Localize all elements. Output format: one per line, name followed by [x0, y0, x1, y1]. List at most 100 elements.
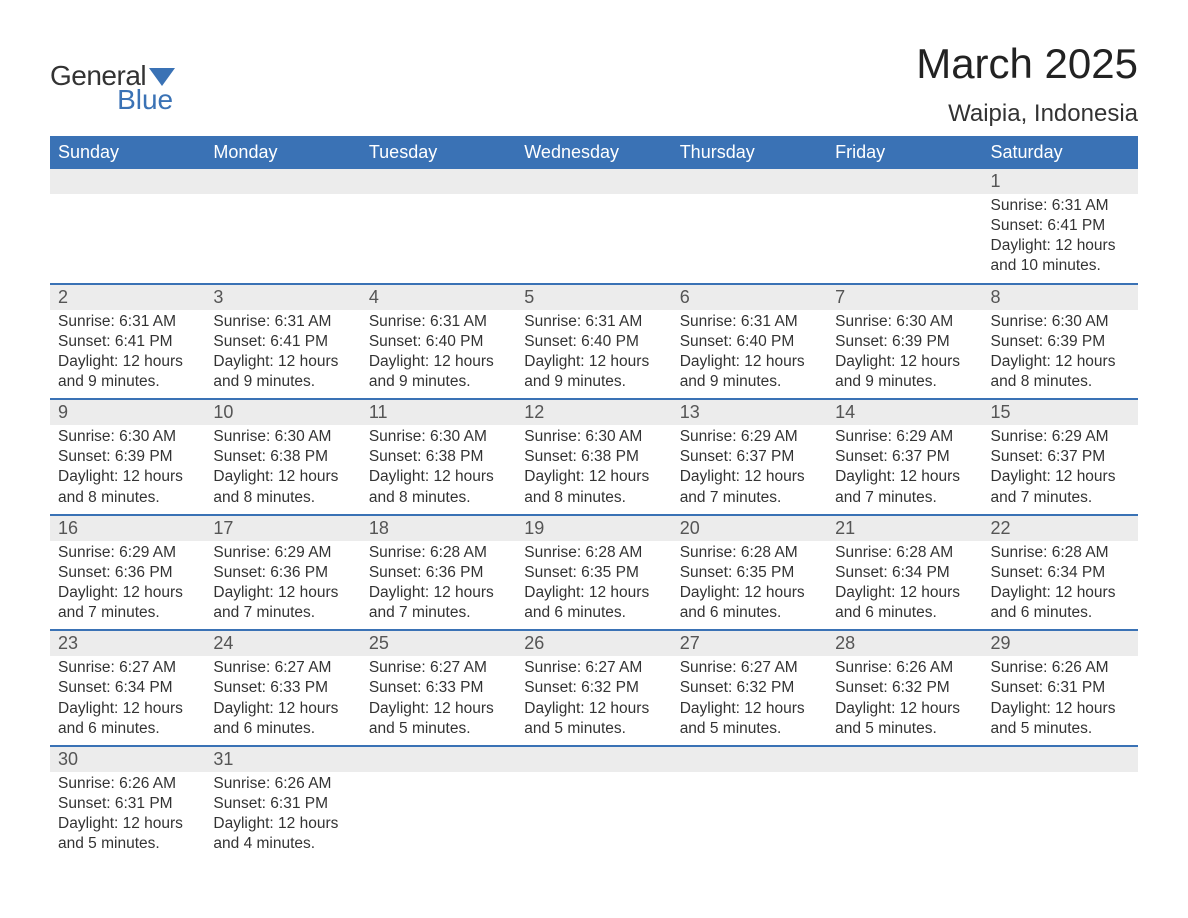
- day-sunset: Sunset: 6:33 PM: [369, 678, 508, 698]
- day-sunset: Sunset: 6:32 PM: [680, 678, 819, 698]
- day-day2: and 5 minutes.: [835, 719, 974, 739]
- day-detail-cell: [361, 772, 516, 861]
- day-number: 26: [516, 631, 671, 656]
- day-day2: and 7 minutes.: [991, 488, 1130, 508]
- day-day1: Daylight: 12 hours: [524, 583, 663, 603]
- day-sunrise: Sunrise: 6:27 AM: [58, 658, 197, 678]
- day-detail-cell: [361, 194, 516, 284]
- day-number: 4: [361, 285, 516, 310]
- day-day2: and 5 minutes.: [680, 719, 819, 739]
- day-day1: Daylight: 12 hours: [58, 352, 197, 372]
- day-day2: and 9 minutes.: [369, 372, 508, 392]
- day-sunrise: Sunrise: 6:31 AM: [213, 312, 352, 332]
- day-day2: and 5 minutes.: [369, 719, 508, 739]
- day-number-cell: 9: [50, 399, 205, 425]
- day-day1: Daylight: 12 hours: [58, 814, 197, 834]
- day-sunrise: Sunrise: 6:28 AM: [680, 543, 819, 563]
- weekday-header: Thursday: [672, 136, 827, 169]
- day-number-cell: 13: [672, 399, 827, 425]
- day-day2: and 9 minutes.: [58, 372, 197, 392]
- day-number: 3: [205, 285, 360, 310]
- day-number-cell: 8: [983, 284, 1138, 310]
- day-sunrise: Sunrise: 6:27 AM: [369, 658, 508, 678]
- week-detail-row: Sunrise: 6:30 AMSunset: 6:39 PM Daylight:…: [50, 425, 1138, 515]
- day-detail-cell: [205, 194, 360, 284]
- weekday-header: Tuesday: [361, 136, 516, 169]
- day-day1: Daylight: 12 hours: [835, 467, 974, 487]
- day-sunrise: Sunrise: 6:31 AM: [991, 196, 1130, 216]
- day-number-cell: 19: [516, 515, 671, 541]
- day-detail-cell: Sunrise: 6:27 AMSunset: 6:32 PMDaylight:…: [516, 656, 671, 746]
- day-day2: and 10 minutes.: [991, 256, 1130, 276]
- day-day2: and 6 minutes.: [213, 719, 352, 739]
- week-detail-row: Sunrise: 6:31 AMSunset: 6:41 PMDaylight:…: [50, 310, 1138, 400]
- day-sunrise: Sunrise: 6:28 AM: [835, 543, 974, 563]
- day-sunrise: Sunrise: 6:28 AM: [369, 543, 508, 563]
- day-number-cell: 5: [516, 284, 671, 310]
- day-detail-cell: Sunrise: 6:26 AMSunset: 6:31 PMDaylight:…: [983, 656, 1138, 746]
- week-daynum-row: 16171819202122: [50, 515, 1138, 541]
- day-number: 9: [50, 400, 205, 425]
- week-detail-row: Sunrise: 6:29 AMSunset: 6:36 PMDaylight:…: [50, 541, 1138, 631]
- day-day1: Daylight: 12 hours: [835, 352, 974, 372]
- day-number: 7: [827, 285, 982, 310]
- day-number: 10: [205, 400, 360, 425]
- day-sunrise: Sunrise: 6:26 AM: [213, 774, 352, 794]
- day-number: 2: [50, 285, 205, 310]
- day-number: 5: [516, 285, 671, 310]
- day-sunrise: Sunrise: 6:29 AM: [213, 543, 352, 563]
- day-detail-cell: Sunrise: 6:30 AMSunset: 6:39 PMDaylight:…: [827, 310, 982, 400]
- day-detail-cell: Sunrise: 6:31 AMSunset: 6:40 PMDaylight:…: [672, 310, 827, 400]
- day-number-cell: [672, 169, 827, 194]
- day-day1: Daylight: 12 hours: [680, 352, 819, 372]
- day-number-cell: 6: [672, 284, 827, 310]
- weekday-header: Sunday: [50, 136, 205, 169]
- day-number: 17: [205, 516, 360, 541]
- day-sunrise: Sunrise: 6:31 AM: [524, 312, 663, 332]
- day-number: 20: [672, 516, 827, 541]
- day-sunset: Sunset: 6:33 PM: [213, 678, 352, 698]
- day-sunset: Sunset: 6:35 PM: [680, 563, 819, 583]
- day-number-cell: 25: [361, 630, 516, 656]
- day-day2: and 5 minutes.: [58, 834, 197, 854]
- day-sunset: Sunset: 6:39 PM: [835, 332, 974, 352]
- day-sunset: Sunset: 6:31 PM: [213, 794, 352, 814]
- day-day1: Daylight: 12 hours: [213, 699, 352, 719]
- day-sunset: Sunset: 6:40 PM: [369, 332, 508, 352]
- day-number-cell: [205, 169, 360, 194]
- day-sunset: Sunset: 6:41 PM: [991, 216, 1130, 236]
- day-detail-cell: Sunrise: 6:26 AMSunset: 6:32 PMDaylight:…: [827, 656, 982, 746]
- day-day2: and 7 minutes.: [835, 488, 974, 508]
- day-detail-cell: [50, 194, 205, 284]
- day-day1: Daylight: 12 hours: [524, 699, 663, 719]
- day-detail-cell: Sunrise: 6:31 AMSunset: 6:41 PMDaylight:…: [983, 194, 1138, 284]
- day-day1: Daylight: 12 hours: [991, 467, 1130, 487]
- day-sunrise: Sunrise: 6:28 AM: [991, 543, 1130, 563]
- day-sunrise: Sunrise: 6:26 AM: [835, 658, 974, 678]
- day-detail-cell: Sunrise: 6:30 AMSunset: 6:38 PMDaylight:…: [361, 425, 516, 515]
- day-day1: Daylight: 12 hours: [213, 352, 352, 372]
- page-title: March 2025: [916, 40, 1138, 88]
- day-sunset: Sunset: 6:37 PM: [680, 447, 819, 467]
- weekday-header-row: Sunday Monday Tuesday Wednesday Thursday…: [50, 136, 1138, 169]
- day-number: 30: [50, 747, 205, 772]
- day-detail-cell: Sunrise: 6:27 AMSunset: 6:33 PMDaylight:…: [205, 656, 360, 746]
- day-number: 22: [983, 516, 1138, 541]
- day-detail-cell: [516, 772, 671, 861]
- day-sunrise: Sunrise: 6:30 AM: [58, 427, 197, 447]
- day-number-cell: 11: [361, 399, 516, 425]
- day-detail-cell: Sunrise: 6:30 AMSunset: 6:39 PMDaylight:…: [983, 310, 1138, 400]
- day-number-cell: 30: [50, 746, 205, 772]
- calendar-table: Sunday Monday Tuesday Wednesday Thursday…: [50, 136, 1138, 860]
- day-number-cell: [672, 746, 827, 772]
- day-detail-cell: Sunrise: 6:29 AMSunset: 6:37 PMDaylight:…: [672, 425, 827, 515]
- day-number: 25: [361, 631, 516, 656]
- day-number-cell: 2: [50, 284, 205, 310]
- day-sunrise: Sunrise: 6:27 AM: [213, 658, 352, 678]
- day-number-cell: 18: [361, 515, 516, 541]
- day-detail-cell: Sunrise: 6:28 AMSunset: 6:36 PMDaylight:…: [361, 541, 516, 631]
- day-sunset: Sunset: 6:39 PM: [58, 447, 197, 467]
- day-detail-cell: Sunrise: 6:31 AMSunset: 6:40 PMDaylight:…: [516, 310, 671, 400]
- day-number: 28: [827, 631, 982, 656]
- day-day2: and 6 minutes.: [835, 603, 974, 623]
